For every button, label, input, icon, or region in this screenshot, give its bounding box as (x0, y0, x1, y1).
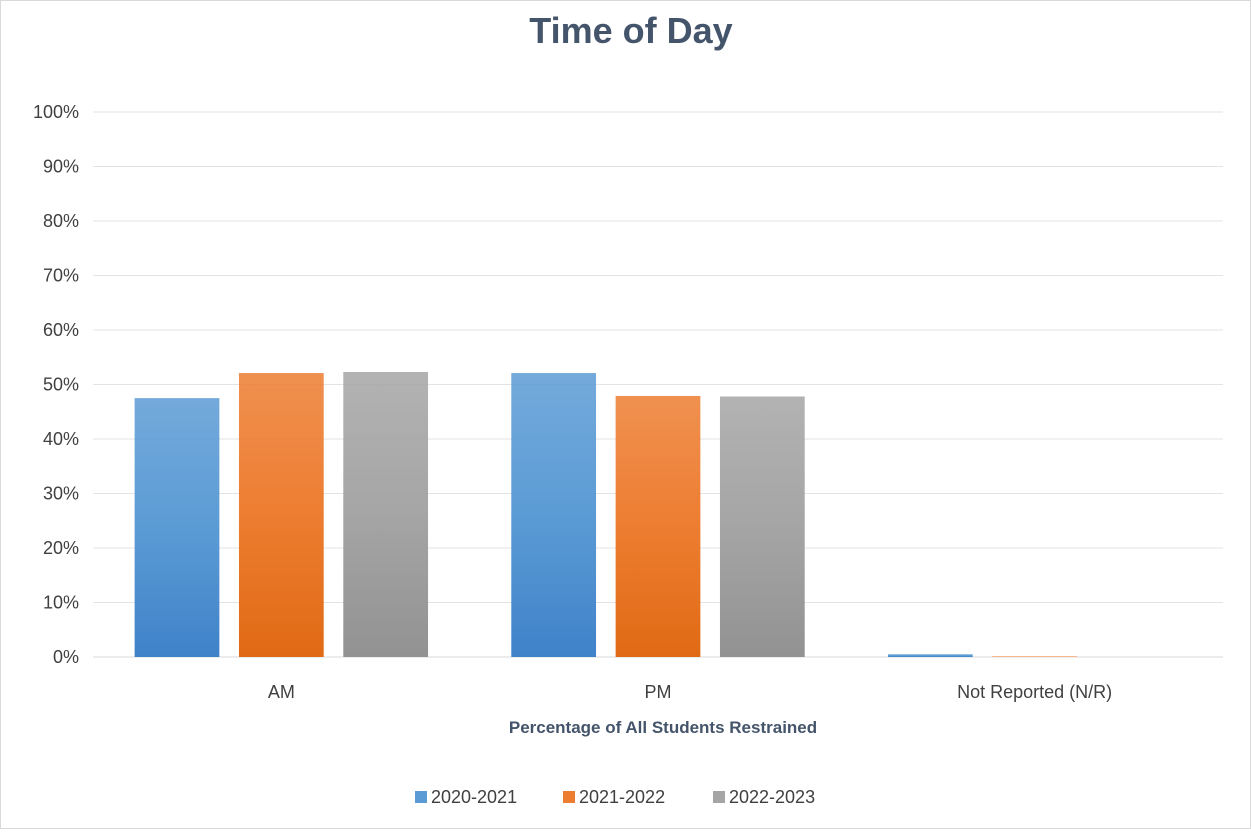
chart-title: Time of Day (529, 10, 732, 51)
bar-2022-2023-PM (719, 396, 805, 657)
y-tick-label: 10% (43, 593, 79, 613)
y-tick-label: 90% (43, 157, 79, 177)
legend: 2020-2021 2021-2022 2022-2023 (415, 787, 815, 807)
y-axis-tick-labels: 0% 10% 20% 30% 40% 50% 60% 70% 80% 90% 100% (33, 102, 79, 667)
bar-2020-2021-Not Reported (N/R) (887, 654, 973, 657)
legend-swatch (563, 791, 575, 803)
legend-swatch (415, 791, 427, 803)
y-tick-label: 100% (33, 102, 79, 122)
y-tick-label: 60% (43, 320, 79, 340)
y-tick-label: 70% (43, 266, 79, 286)
x-category-label: Not Reported (N/R) (957, 682, 1112, 702)
y-tick-label: 20% (43, 538, 79, 558)
bar-2020-2021-AM (134, 398, 220, 657)
y-tick-label: 0% (53, 647, 79, 667)
bar-2022-2023-AM (343, 371, 429, 657)
y-tick-label: 30% (43, 484, 79, 504)
legend-label: 2022-2023 (729, 787, 815, 807)
x-axis-category-labels: AM PM Not Reported (N/R) (268, 682, 1112, 702)
x-category-label: PM (645, 682, 672, 702)
x-axis-title: Percentage of All Students Restrained (509, 718, 817, 737)
bar-2021-2022-PM (615, 395, 701, 657)
y-tick-label: 50% (43, 375, 79, 395)
y-tick-label: 40% (43, 429, 79, 449)
legend-label: 2020-2021 (431, 787, 517, 807)
legend-label: 2021-2022 (579, 787, 665, 807)
x-category-label: AM (268, 682, 295, 702)
bar-2020-2021-PM (511, 373, 597, 657)
bars (134, 371, 1078, 657)
y-tick-label: 80% (43, 211, 79, 231)
bar-2021-2022-AM (238, 373, 324, 657)
legend-swatch (713, 791, 725, 803)
bar-2021-2022-Not Reported (N/R) (992, 656, 1078, 657)
